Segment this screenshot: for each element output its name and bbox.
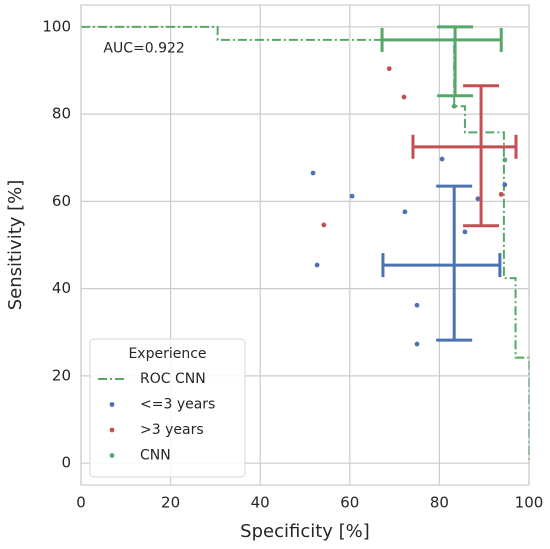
x-tick-label: 40 — [251, 494, 270, 512]
point — [401, 94, 407, 100]
x-tick-label: 0 — [76, 494, 86, 512]
point — [498, 191, 504, 197]
legend-label: <=3 years — [140, 397, 215, 413]
point — [321, 222, 327, 228]
point — [414, 302, 420, 308]
point — [439, 156, 445, 162]
x-axis-label: Specificity [%] — [240, 521, 370, 542]
point — [402, 209, 408, 215]
point — [462, 229, 468, 235]
legend-title: Experience — [128, 346, 206, 362]
annotation: AUC=0.922 — [103, 41, 184, 57]
y-tick-label: 80 — [52, 105, 71, 123]
x-tick-label: 60 — [340, 494, 359, 512]
legend-swatch — [109, 402, 115, 407]
point — [314, 262, 320, 268]
point — [414, 341, 420, 347]
x-tick-label: 100 — [515, 494, 544, 512]
legend-swatch — [109, 453, 115, 458]
x-tick-label: 80 — [430, 494, 449, 512]
y-tick-label: 100 — [42, 17, 71, 35]
point — [386, 66, 392, 72]
point — [451, 103, 457, 109]
legend-box — [89, 338, 246, 478]
y-tick-label: 40 — [52, 279, 71, 297]
point — [349, 193, 355, 199]
plot-frame — [80, 4, 530, 486]
legend-label: >3 years — [140, 422, 204, 438]
point — [310, 170, 316, 176]
point — [475, 196, 481, 202]
legend-label: CNN — [140, 448, 171, 464]
legend-swatch — [109, 427, 115, 433]
y-tick-label: 20 — [52, 366, 71, 384]
y-tick-label: 60 — [52, 192, 71, 210]
point — [502, 157, 508, 163]
x-tick-label: 20 — [161, 494, 180, 512]
point — [502, 182, 508, 188]
legend-label: ROC CNN — [140, 371, 206, 387]
roc-line — [81, 25, 530, 464]
y-tick-label: 0 — [61, 454, 71, 472]
y-axis-label: Sensitivity [%] — [5, 180, 26, 311]
